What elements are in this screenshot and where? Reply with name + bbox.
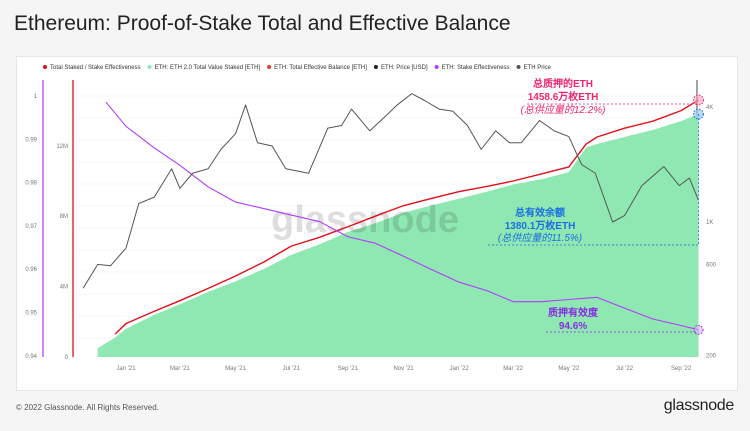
legend-marker [147,65,152,69]
y-tick-staked: 4M [60,285,68,291]
total-staked-marker [692,94,704,106]
y-tick-price: 200 [706,354,717,360]
y-tick-effectiveness: 0.94 [25,354,37,360]
x-tick: Sep '22 [671,366,692,372]
legend-marker [434,65,439,69]
y-tick-effectiveness: 0.95 [25,311,37,317]
x-tick: Jul '21 [283,366,301,372]
legend-label: ETH: ETH 2.0 Total Value Staked [ETH] [155,65,261,71]
page-title: Ethereum: Proof-of-Stake Total and Effec… [14,12,511,35]
annotation-text: 1458.6万枚ETH [528,90,599,103]
annotation-text: 94.6% [559,321,587,332]
legend-marker [373,65,378,69]
eth-price-line [82,93,699,289]
annotation-text: 总质押的ETH [533,77,593,90]
x-tick: Jan '22 [450,366,470,372]
x-tick: Jan '21 [116,366,136,372]
effective-balance-line [114,99,699,335]
x-tick: Mar '22 [503,366,523,372]
y-tick-effectiveness: 0.98 [25,181,37,187]
stake-effectiveness-line [105,101,699,331]
y-tick-staked: 8M [60,214,68,220]
x-tick: May '22 [558,366,579,372]
y-tick-price: 600 [706,262,717,268]
x-tick: Jul '22 [616,366,634,372]
legend-label: ETH Price [524,65,552,71]
legend-marker [267,65,272,69]
y-tick-staked: 0 [65,355,69,361]
legend-marker [43,65,47,69]
copyright: © 2022 Glassnode. All Rights Reserved. [16,403,159,412]
effectiveness-marker [693,324,704,335]
legend-label: ETH: Stake Effectiveness [442,65,510,71]
y-tick-effectiveness: 0.96 [25,267,37,273]
y-tick-price: 1K [706,220,713,226]
legend-marker [516,65,521,69]
y-tick-effectiveness: 0.97 [25,224,37,230]
x-tick: Sep '21 [338,366,359,372]
y-tick-effectiveness: 0.99 [25,137,37,143]
glassnode-logo: glassnode [663,397,735,414]
x-tick: Mar '21 [170,366,190,372]
annotation-text: 1380.1万枚ETH [505,219,576,232]
legend-label: ETH: Price [USD] [381,65,428,71]
legend-label: Total Staked / Stake Effectiveness [50,65,141,71]
x-tick: Nov '21 [393,366,414,372]
annotation-text: 质押有效度 [548,306,599,319]
annotation-text: 总有效余额 [515,206,565,219]
annotation-text: (总供应量的11.5%) [498,232,582,244]
staked-area [97,114,699,358]
annotation-text: (总供应量的12.2%) [520,104,605,116]
y-tick-price: 4K [706,105,713,111]
y-tick-staked: 12M [56,144,68,150]
x-tick: May '21 [225,366,246,372]
legend-label: ETH: Total Effective Balance [ETH] [274,65,367,71]
y-tick-effectiveness: 1 [34,94,38,100]
